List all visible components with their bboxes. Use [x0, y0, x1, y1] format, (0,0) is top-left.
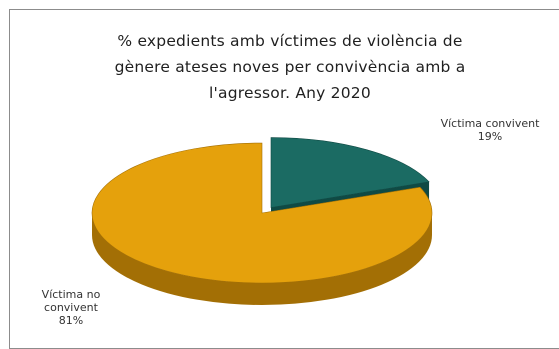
chart-title-line-2: gènere ateses noves per convivència amb …	[114, 58, 466, 76]
slice-name-convivent: Víctima convivent	[440, 117, 540, 130]
slice-name-no-convivent-line-2: convivent	[44, 301, 98, 314]
slice-name-no-convivent-line-1: Víctima no	[41, 288, 101, 301]
pie-slice-0	[270, 137, 430, 208]
pie-slice-wall	[92, 213, 432, 305]
slice-label-no-convivent: Víctima no convivent 81%	[26, 288, 116, 327]
pie-slice-1	[91, 142, 433, 284]
chart-title-line-1: % expedients amb víctimes de violència d…	[117, 32, 463, 50]
slice-value-convivent: 19%	[477, 130, 503, 143]
chart-title-line-3: l'agressor. Any 2020	[209, 84, 371, 102]
slice-value-no-convivent: 81%	[58, 314, 84, 327]
chart-title: % expedients amb víctimes de violència d…	[40, 28, 540, 106]
slice-label-convivent: Víctima convivent 19%	[430, 117, 550, 143]
pie-chart	[91, 137, 433, 305]
